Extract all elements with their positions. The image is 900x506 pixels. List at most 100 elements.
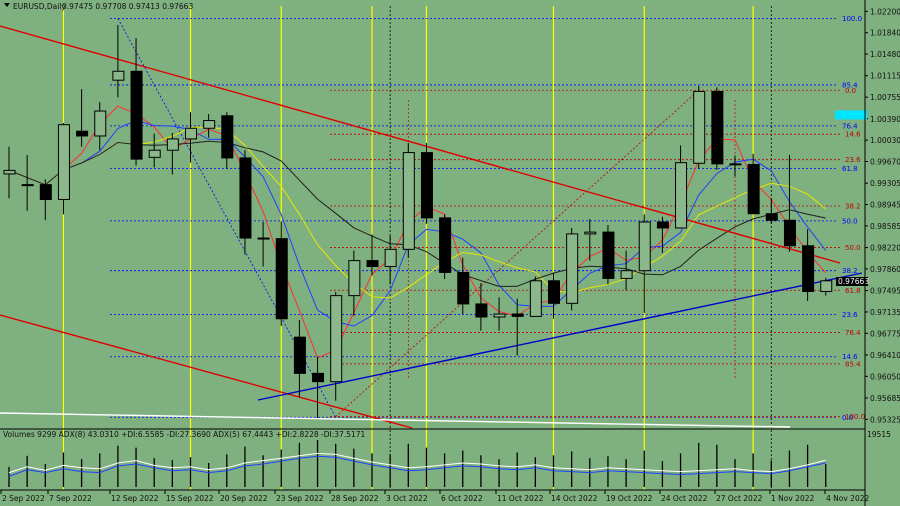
chart-menu-icon[interactable]	[4, 3, 10, 7]
bearish-candle-body	[439, 217, 452, 273]
candle	[475, 283, 488, 331]
time-tick-label: 1 Nov 2022	[771, 494, 814, 503]
candle	[185, 112, 197, 163]
moving-average-line	[8, 126, 827, 299]
candle	[802, 229, 815, 301]
fib-level-label-blue: 38.2	[842, 267, 858, 275]
bearish-candle-body	[257, 237, 270, 240]
candle	[783, 154, 796, 252]
fib-connector-red	[335, 89, 699, 417]
fib-level-label-blue: 0.0	[842, 414, 853, 422]
time-tick-label: 7 Sep 2022	[49, 494, 92, 503]
time-tick-label: 2 Sep 2022	[2, 494, 45, 503]
price-tick-label: 1.02200	[870, 7, 900, 16]
bullish-candle-body	[203, 120, 216, 129]
price-tick-label: 1.01840	[870, 29, 900, 38]
bearish-candle-body	[275, 238, 288, 320]
bearish-candle-body	[457, 271, 470, 305]
candle	[330, 292, 343, 401]
candle	[584, 219, 597, 261]
candle	[548, 272, 560, 319]
candle	[656, 216, 669, 253]
time-tick-label: 4 Nov 2022	[826, 494, 869, 503]
bearish-candle-body	[76, 130, 89, 137]
long-moving-average-line	[0, 412, 791, 428]
candle	[711, 87, 724, 170]
bullish-candle-body	[820, 280, 833, 292]
bullish-candle-body	[493, 313, 506, 318]
current-price-label: 0.97663	[838, 277, 869, 286]
candle	[820, 277, 833, 296]
fib-level-label-red: 76.4	[845, 329, 861, 337]
candle	[257, 222, 270, 267]
bullish-candle-body	[402, 152, 415, 250]
bullish-candle-body	[21, 184, 34, 187]
fib-level-label-red: 38.2	[845, 203, 861, 211]
bullish-candle-body	[57, 124, 70, 200]
price-tick-label: 1.01115	[870, 72, 900, 81]
price-tick-label: 0.96050	[870, 372, 900, 381]
bearish-candle-body	[729, 163, 742, 166]
bullish-candle-body	[384, 248, 397, 268]
candle	[130, 38, 143, 166]
lower-channel-trendline	[0, 314, 413, 429]
bearish-candle-body	[239, 157, 252, 239]
candle	[511, 298, 524, 356]
bearish-candle-body	[312, 372, 325, 383]
bearish-candle-body	[366, 260, 379, 268]
support-trendline	[257, 272, 863, 401]
candle	[203, 114, 216, 138]
price-tick-label: 1.00030	[870, 136, 900, 145]
price-tick-label: 0.96775	[870, 329, 900, 338]
candle	[76, 89, 89, 147]
fib-level-label-blue: 50.0	[842, 217, 858, 225]
candle	[112, 24, 125, 98]
candle	[620, 250, 633, 291]
candle	[221, 112, 234, 169]
fib-level-label-red: 50.0	[845, 244, 861, 252]
candle	[275, 221, 288, 326]
fib-level-label-blue: 85.4	[842, 81, 858, 89]
candle	[675, 145, 688, 229]
price-tick-label: 0.97135	[870, 308, 900, 317]
candle	[166, 133, 179, 175]
candle	[39, 179, 52, 221]
moving-average-line	[8, 140, 826, 287]
bearish-candle-body	[656, 221, 669, 229]
price-tick-label: 0.96410	[870, 351, 900, 360]
fib-level-label-red: 61.8	[845, 287, 861, 295]
candle	[529, 276, 542, 317]
fib-level-label-blue: 23.6	[842, 311, 858, 319]
bearish-candle-body	[602, 231, 615, 279]
bullish-candle-body	[566, 233, 579, 304]
candle	[457, 257, 470, 315]
bullish-candle-body	[166, 138, 179, 151]
time-tick-label: 28 Sep 2022	[331, 494, 379, 503]
time-tick-label: 11 Oct 2022	[497, 494, 544, 503]
fib-level-label-blue: 100.0	[842, 15, 862, 23]
bearish-candle-body	[802, 245, 815, 292]
candle	[693, 86, 706, 169]
candle	[765, 198, 778, 224]
candle	[148, 133, 161, 168]
bearish-candle-body	[420, 152, 433, 219]
bullish-candle-body	[620, 270, 633, 279]
candle	[293, 319, 306, 398]
bearish-candle-body	[511, 313, 524, 317]
fib-level-label-red: 14.6	[845, 131, 861, 139]
candle	[638, 214, 651, 313]
moving-average-line	[8, 105, 827, 359]
fib-level-label-red: 100.0	[845, 413, 865, 421]
candle	[439, 214, 452, 280]
candle	[57, 122, 70, 215]
bullish-candle-body	[693, 90, 706, 164]
price-tick-label: 1.00755	[870, 93, 900, 102]
candle	[366, 234, 379, 276]
moving-average-line	[8, 119, 827, 327]
time-tick-label: 14 Oct 2022	[551, 494, 598, 503]
fib-level-label-blue: 14.6	[842, 353, 858, 361]
price-tick-label: 0.95685	[870, 394, 900, 403]
bearish-candle-body	[221, 115, 234, 159]
